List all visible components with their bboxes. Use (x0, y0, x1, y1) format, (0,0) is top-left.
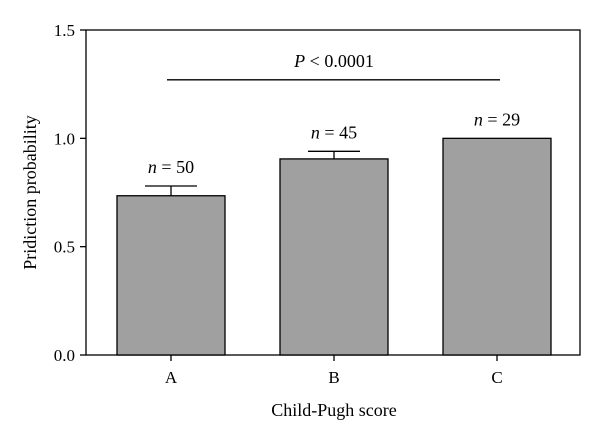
bar-a (116, 195, 226, 356)
bar-c (442, 137, 552, 356)
y-axis-title: Pridiction probability (20, 115, 40, 270)
x-tick-label: A (165, 368, 178, 387)
n-label-a: n = 50 (148, 157, 194, 177)
x-tick-label: C (491, 368, 502, 387)
y-tick-label: 1.5 (54, 21, 75, 40)
y-tick-label: 1.0 (54, 129, 75, 148)
n-label-c: n = 29 (474, 109, 520, 129)
y-tick-label: 0.5 (54, 238, 75, 257)
x-tick-label: B (328, 368, 339, 387)
x-axis-title: Child-Pugh score (271, 400, 397, 420)
bar-b (279, 158, 389, 356)
y-tick-label: 0.0 (54, 346, 75, 365)
n-label-b: n = 45 (311, 122, 357, 142)
significance-label: P < 0.0001 (293, 51, 374, 71)
